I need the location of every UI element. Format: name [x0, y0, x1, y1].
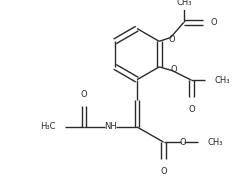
Text: CH₃: CH₃	[176, 0, 192, 7]
Text: O: O	[179, 138, 186, 147]
Text: O: O	[81, 90, 87, 99]
Text: NH: NH	[104, 123, 117, 132]
Text: O: O	[170, 64, 177, 73]
Text: CH₃: CH₃	[207, 138, 223, 147]
Text: H₃C: H₃C	[40, 123, 56, 132]
Text: O: O	[188, 105, 195, 114]
Text: CH₃: CH₃	[214, 76, 230, 85]
Text: O: O	[160, 167, 167, 176]
Text: O: O	[168, 35, 175, 44]
Text: O: O	[210, 18, 217, 27]
